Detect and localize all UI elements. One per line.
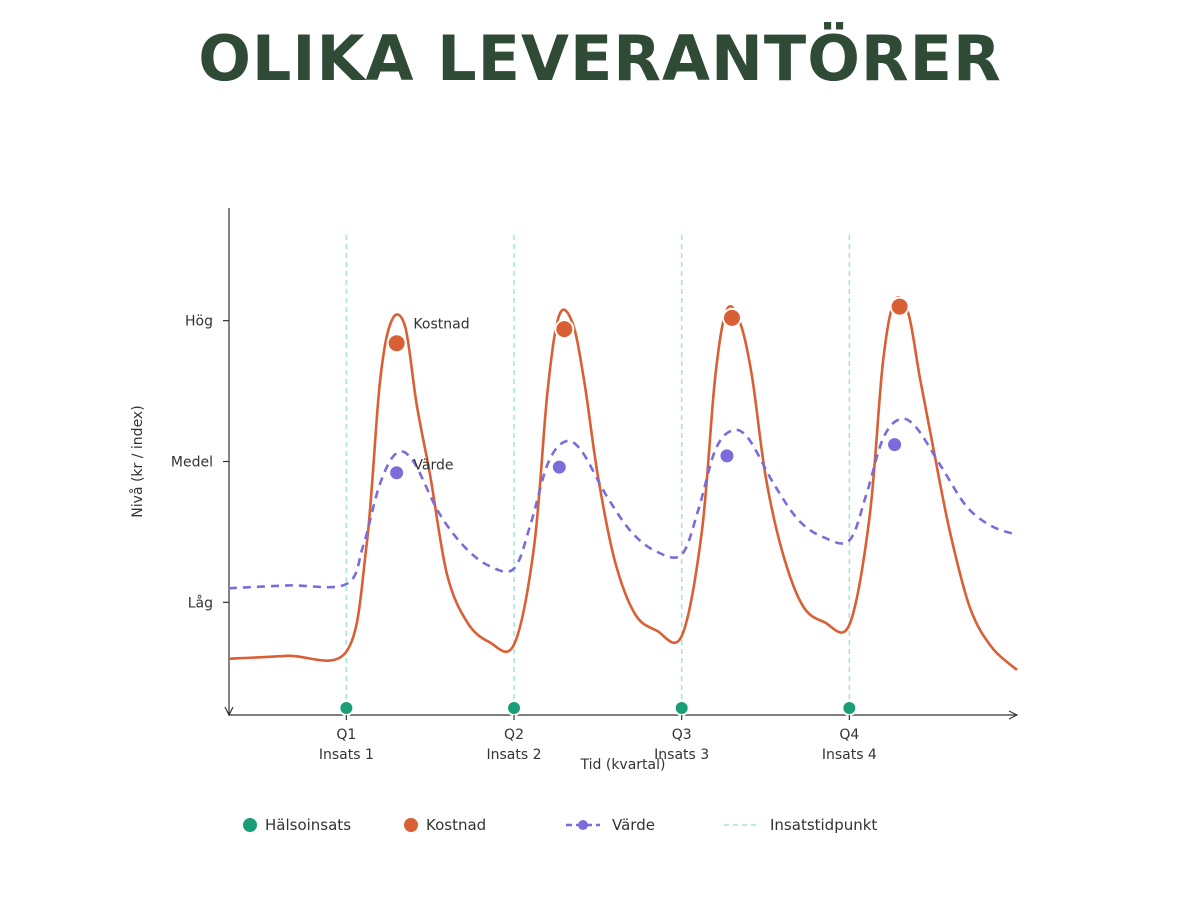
varde-marker	[718, 447, 736, 465]
x-tick-label: Q2	[504, 727, 524, 743]
halsoinsats-point	[506, 699, 523, 716]
legend-label: Värde	[612, 816, 655, 834]
kostnad-marker	[386, 333, 407, 354]
x-tick-sublabel: Insats 4	[822, 747, 877, 763]
x-tick-label: Q3	[672, 727, 692, 743]
kostnad-line	[228, 296, 1018, 671]
y-tick-label: Låg	[188, 594, 213, 611]
halsoinsats-point	[338, 699, 355, 716]
legend-dot	[578, 820, 588, 830]
x-tick-sublabel: Insats 3	[654, 747, 709, 763]
kostnad-marker	[554, 319, 575, 340]
kostnad-marker	[721, 307, 742, 328]
annotations: Kostnad Värde	[413, 316, 469, 473]
tick-labels: Låg Medel Hög Q1 Insats 1 Q2 Insats 2 Q3 Insats …	[171, 314, 877, 763]
legend-label: Hälsoinsats	[265, 816, 351, 834]
x-axis-title: Tid (kvartal)	[580, 757, 666, 773]
legend: Hälsoinsats Kostnad Värde Insatstidpunkt	[243, 816, 877, 834]
halsoinsats-point	[841, 699, 858, 716]
varde-marker	[550, 458, 568, 476]
axes	[224, 208, 1019, 720]
varde-line	[228, 417, 1018, 590]
annotation-label: Kostnad	[413, 316, 469, 332]
legend-dot	[243, 818, 257, 832]
kostnad-marker	[889, 296, 910, 317]
x-axis-arrow	[1008, 710, 1019, 720]
series-markers	[338, 296, 910, 716]
x-tick-label: Q4	[839, 727, 859, 743]
page-title: OLIKA LEVERANTÖRER	[198, 22, 1002, 95]
y-tick-label: Medel	[171, 455, 213, 471]
legend-label: Insatstidpunkt	[770, 816, 877, 834]
annotation-label: Värde	[413, 457, 453, 473]
y-axis-title: Nivå (kr / index)	[129, 405, 146, 517]
halsoinsats-point	[673, 699, 690, 716]
varde-marker	[886, 436, 904, 454]
varde-marker	[388, 464, 406, 482]
x-tick-sublabel: Insats 1	[319, 747, 374, 763]
x-tick-label: Q1	[336, 727, 356, 743]
y-axis-arrow	[224, 706, 234, 717]
y-tick-label: Hög	[185, 314, 213, 330]
series-lines	[228, 296, 1018, 671]
x-tick-sublabel: Insats 2	[487, 747, 542, 763]
legend-dot	[404, 818, 418, 832]
legend-label: Kostnad	[426, 816, 486, 834]
